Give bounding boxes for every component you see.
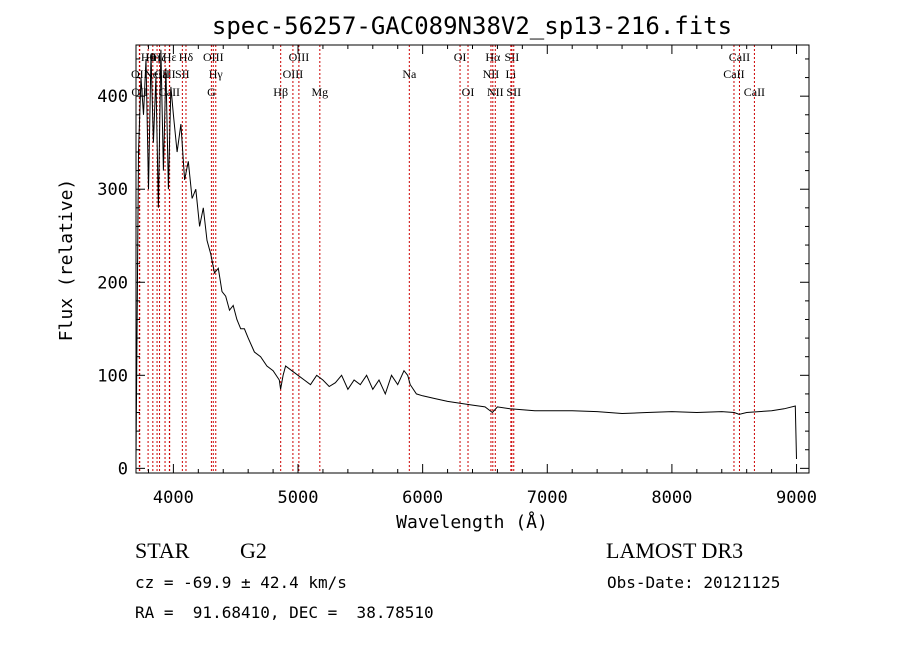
plot-frame [135, 44, 810, 474]
axis-ticks: 4000 5000 6000 7000 8000 9000 0 100 200 300 400 [97, 45, 817, 508]
line-label: CaII [729, 50, 750, 64]
survey-name: LAMOST DR3 [606, 538, 744, 563]
line-label: Hδ [179, 50, 194, 64]
line-label: OIII [203, 50, 224, 64]
line-label: OIII [289, 50, 310, 64]
line-label: CaII [154, 67, 175, 81]
x-tick-label: 4000 [153, 488, 194, 508]
line-label: Hζ [153, 50, 167, 64]
line-label: OII [131, 85, 148, 99]
x-axis-label: Wavelength (Å) [396, 511, 548, 533]
line-label: Mg [311, 85, 328, 99]
line-label: OIII [283, 67, 304, 81]
line-label: NII [483, 67, 500, 81]
y-axis-label: Flux (relative) [56, 179, 77, 342]
line-label: Hε [163, 50, 177, 64]
line-label: Hβ [273, 85, 288, 99]
line-label: Hγ [209, 67, 224, 81]
x-tick-label: 9000 [776, 488, 817, 508]
line-label: OI [462, 85, 475, 99]
line-label: Hθ [141, 50, 156, 64]
x-tick-label: 5000 [278, 488, 319, 508]
y-tick-label: 100 [97, 366, 128, 386]
chart-title: spec-56257-GAC089N38V2_sp13-216.fits [212, 12, 732, 40]
sky-coordinates: RA = 91.68410, DEC = 38.78510 [135, 603, 434, 622]
redshift-velocity: cz = -69.9 ± 42.4 km/s [135, 573, 347, 592]
y-tick-label: 300 [97, 180, 128, 200]
observation-date: Obs-Date: 20121125 [607, 573, 781, 592]
line-label: CaII [159, 85, 180, 99]
y-tick-label: 400 [97, 87, 128, 107]
spectrum-line [135, 49, 797, 460]
line-label: CaII [744, 85, 765, 99]
line-label: Hα [485, 50, 501, 64]
object-subclass: G2 [240, 538, 267, 563]
x-tick-label: 6000 [402, 488, 443, 508]
object-class: STAR [135, 538, 190, 563]
line-label: OI [454, 50, 467, 64]
line-label: SII [506, 85, 521, 99]
line-label: SII [505, 50, 520, 64]
line-label: SII [175, 67, 190, 81]
x-tick-label: 8000 [651, 488, 692, 508]
line-label: Li [506, 67, 517, 81]
line-label: Na [402, 67, 417, 81]
line-label: CaII [723, 67, 744, 81]
line-label: NII [487, 85, 504, 99]
y-tick-label: 200 [97, 273, 128, 293]
y-tick-label: 0 [118, 459, 128, 479]
x-tick-label: 7000 [527, 488, 568, 508]
line-label: G [207, 85, 216, 99]
